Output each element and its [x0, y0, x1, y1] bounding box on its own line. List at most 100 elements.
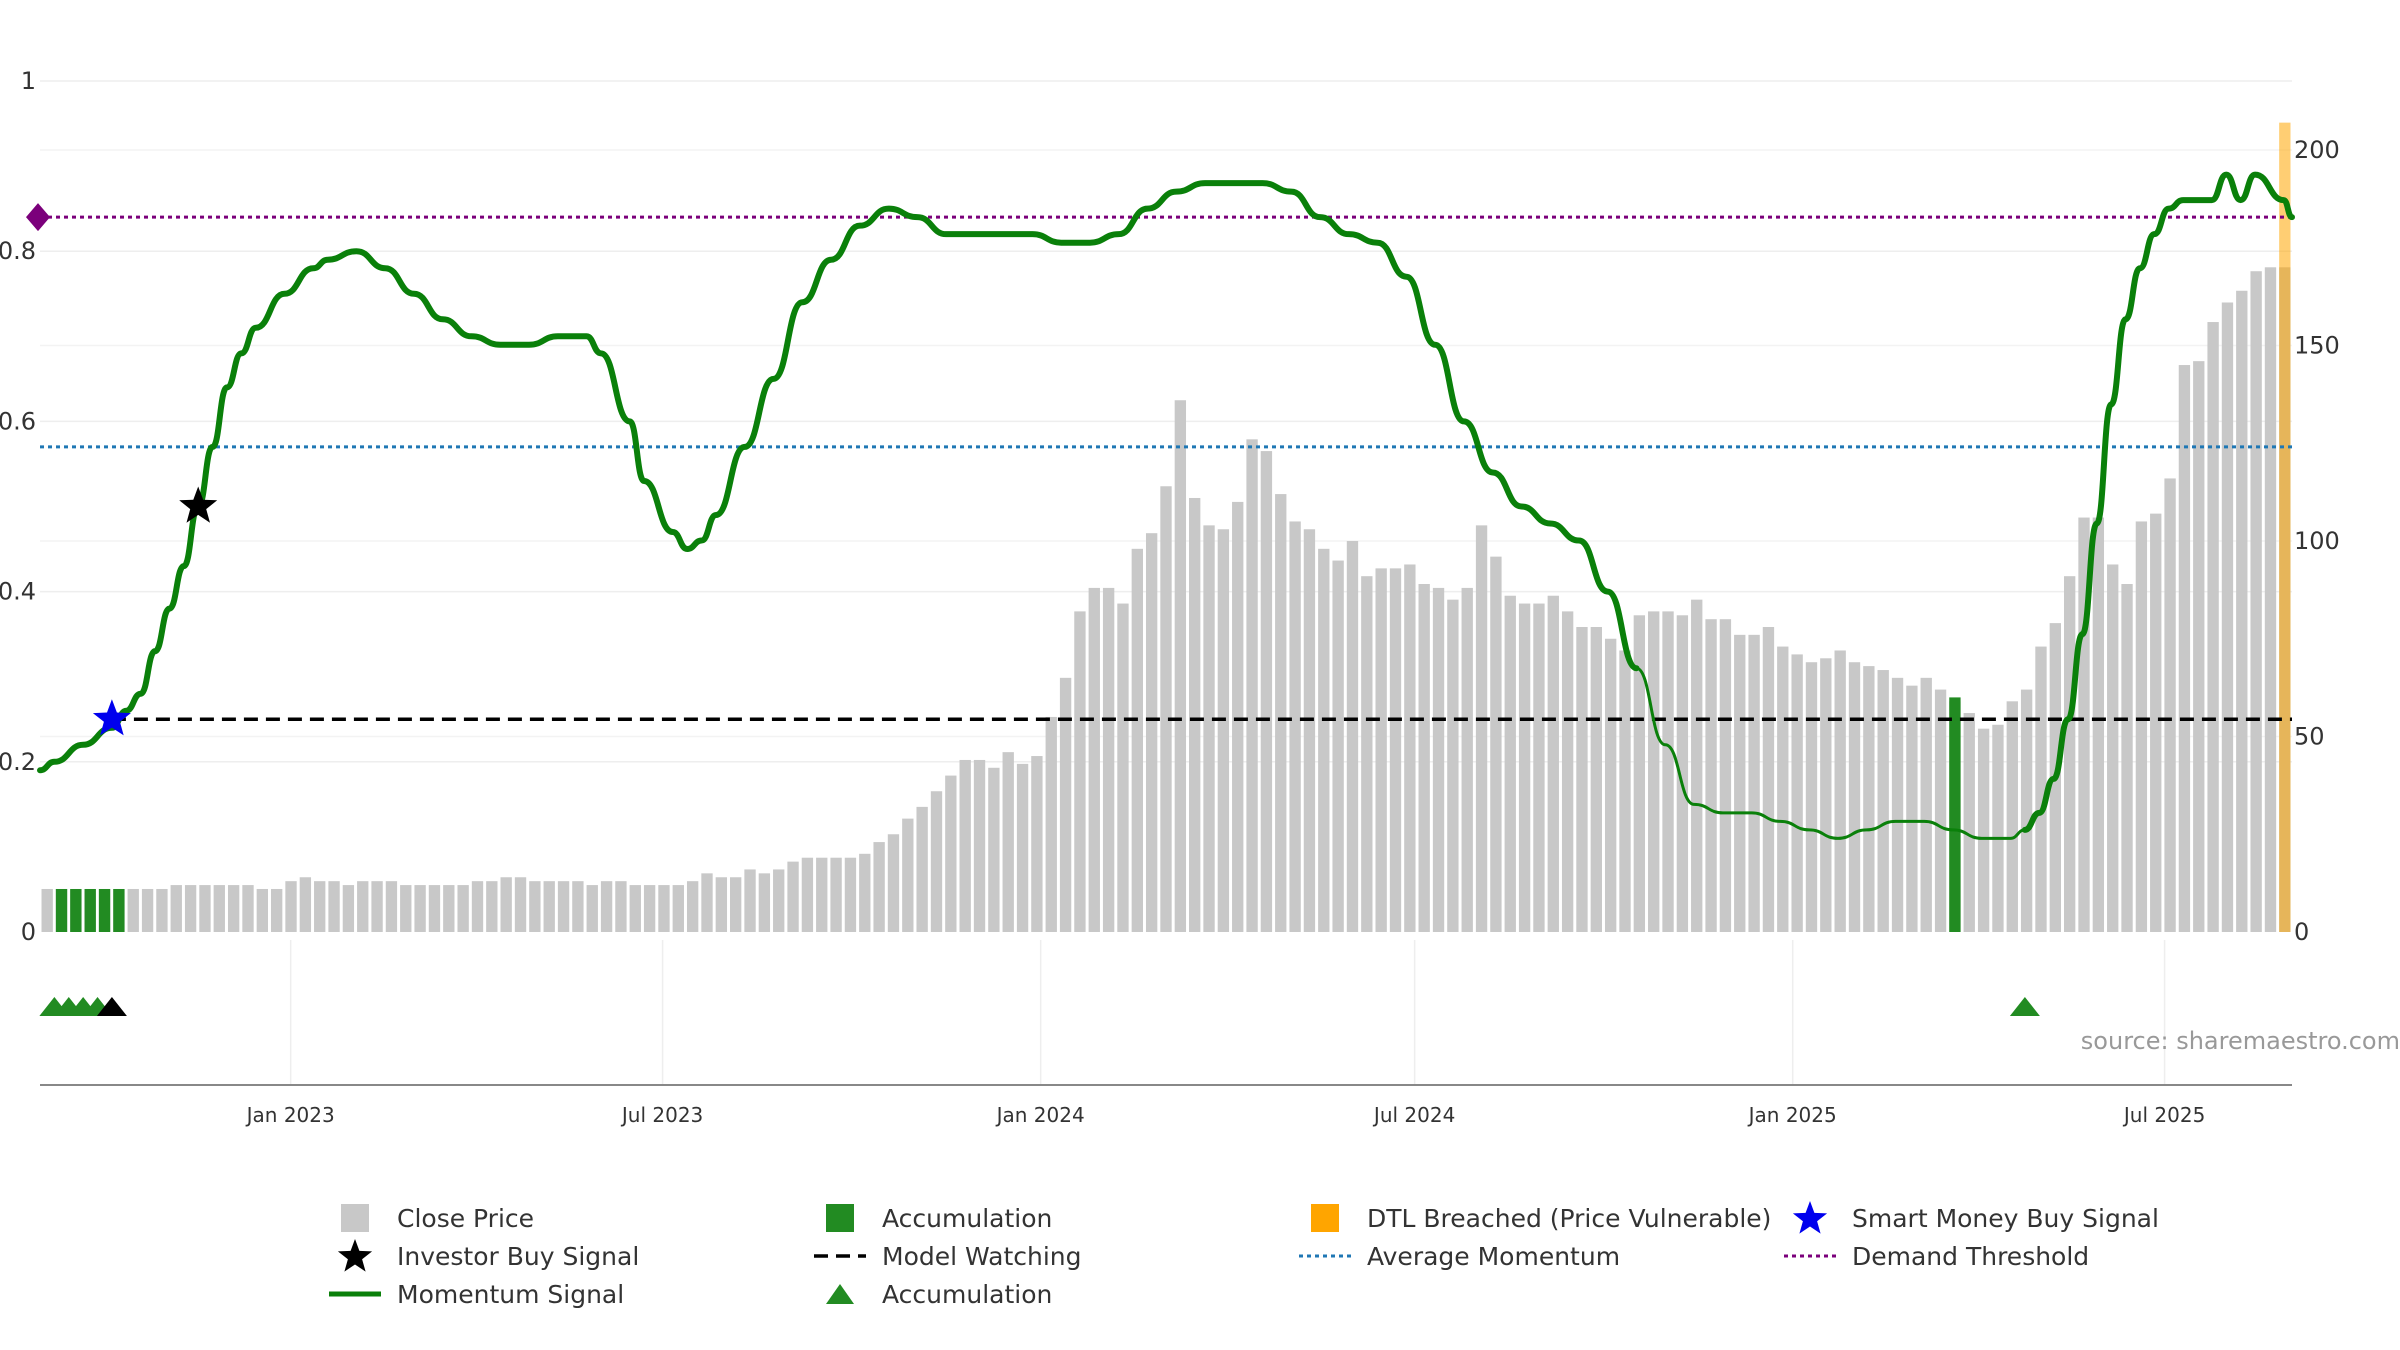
close-price-bar — [830, 857, 842, 932]
smart-money-buy-signal-star — [92, 699, 131, 736]
close-price-bar — [184, 885, 197, 932]
close-price-bar — [1045, 716, 1057, 932]
close-price-bar — [2150, 513, 2162, 932]
close-price-bar — [1160, 486, 1172, 932]
close-price-bar — [643, 885, 656, 932]
close-price-bar — [1088, 587, 1100, 932]
close-price-bar — [1691, 599, 1703, 932]
momentum-signal-line — [37, 171, 2295, 840]
close-price-bar — [1748, 634, 1760, 932]
close-price-bar — [873, 842, 885, 932]
close-price-bar — [1561, 611, 1574, 932]
close-price-bar — [615, 881, 627, 932]
close-price-bars — [41, 267, 2291, 933]
close-price-bar — [400, 885, 412, 932]
accumulation-triangle — [2009, 997, 2040, 1016]
close-price-bar — [127, 888, 139, 932]
x-tick-label: Jul 2023 — [620, 1103, 703, 1127]
close-price-bar — [1848, 662, 1861, 932]
close-price-bar — [170, 885, 182, 932]
close-price-bar — [1805, 662, 1818, 932]
close-price-bar — [701, 873, 713, 932]
close-price-bar — [199, 885, 211, 932]
accumulation-bar — [113, 888, 125, 932]
close-price-bar — [1375, 568, 1387, 932]
close-price-bar — [1863, 666, 1875, 932]
y-right-tick-label: 100 — [2294, 527, 2340, 555]
close-price-bar — [1662, 611, 1674, 932]
close-price-bar — [672, 885, 684, 932]
y-left-tick-label: 0.2 — [0, 748, 36, 776]
y-left-tick-label: 0.4 — [0, 578, 36, 606]
close-price-bar — [41, 888, 53, 932]
close-price-bar — [859, 853, 871, 932]
close-price-bar — [1232, 501, 1244, 932]
close-price-bar — [1963, 713, 1975, 932]
dtl-breached-bar — [2279, 122, 2291, 932]
close-price-bar — [1260, 451, 1273, 932]
close-price-bar — [586, 885, 598, 932]
axes: 0 0.2 0.4 0.6 0.8 1 0 50 100 150 200 Jan 2023 Jul 20… — [0, 67, 2340, 1127]
close-price-bar — [1547, 595, 1559, 932]
close-price-bar — [1303, 529, 1316, 932]
close-price-bar — [1289, 521, 1301, 932]
close-price-bar — [1346, 541, 1359, 932]
y-left-tick-label: 0 — [21, 918, 36, 946]
x-tick-label: Jan 2023 — [245, 1103, 335, 1127]
close-price-bar — [2164, 478, 2176, 932]
close-price-bar — [1633, 615, 1646, 932]
momentum-signal-strong — [2021, 171, 2295, 833]
close-price-bar — [141, 888, 154, 932]
close-price-bar — [1648, 611, 1660, 932]
close-price-bar — [1762, 627, 1775, 932]
close-price-bar — [1074, 611, 1086, 932]
y-right-tick-label: 50 — [2294, 723, 2325, 751]
x-tick-label: Jul 2024 — [1372, 1103, 1455, 1127]
close-price-bar — [500, 877, 512, 932]
close-price-bar — [385, 881, 398, 932]
close-price-bar — [1777, 646, 1789, 932]
close-price-bar — [1318, 548, 1330, 932]
momentum-signal-weak — [1635, 666, 2027, 840]
close-price-bar — [1518, 603, 1531, 932]
close-price-bar — [844, 857, 857, 932]
close-price-bar — [1203, 525, 1215, 932]
close-price-bar — [1031, 756, 1043, 932]
close-price-bar — [959, 759, 971, 932]
close-price-bar — [572, 881, 584, 932]
y-left-tick-label: 0.6 — [0, 407, 36, 435]
signal-markers — [39, 486, 2040, 1016]
close-price-bar — [1891, 677, 1904, 932]
close-price-bar — [242, 885, 254, 932]
close-price-bar — [1145, 533, 1158, 932]
close-price-bar — [1590, 627, 1602, 932]
close-price-bar — [1604, 638, 1617, 932]
close-price-bar — [1332, 560, 1344, 932]
close-price-bar — [1934, 689, 1947, 932]
close-price-bar — [1117, 603, 1129, 932]
close-price-bar — [1189, 497, 1201, 932]
close-price-bar — [2035, 646, 2047, 932]
accumulation-bar — [55, 888, 68, 932]
close-price-bar — [1475, 525, 1488, 932]
source-note: source: sharemaestro.com — [2081, 1027, 2400, 1055]
close-price-bar — [1461, 587, 1473, 932]
close-price-bar — [1791, 654, 1803, 932]
y-left-tick-label: 1 — [21, 67, 36, 95]
accumulation-bar — [70, 888, 82, 932]
close-price-bar — [1418, 584, 1430, 932]
close-price-bar — [930, 791, 943, 932]
close-price-bar — [1246, 439, 1258, 932]
close-price-bar — [357, 881, 369, 932]
dtl-breached-bar — [2279, 122, 2291, 932]
close-price-bar — [1676, 615, 1689, 932]
close-price-bar — [1977, 728, 1990, 932]
close-price-bar — [2078, 517, 2090, 932]
close-price-bar — [1533, 603, 1545, 932]
close-price-bar — [1447, 599, 1459, 932]
close-price-bar — [2121, 584, 2133, 932]
accumulation-bars — [55, 697, 1961, 932]
close-price-bar — [1059, 677, 1072, 932]
y-right-tick-label: 0 — [2294, 918, 2309, 946]
